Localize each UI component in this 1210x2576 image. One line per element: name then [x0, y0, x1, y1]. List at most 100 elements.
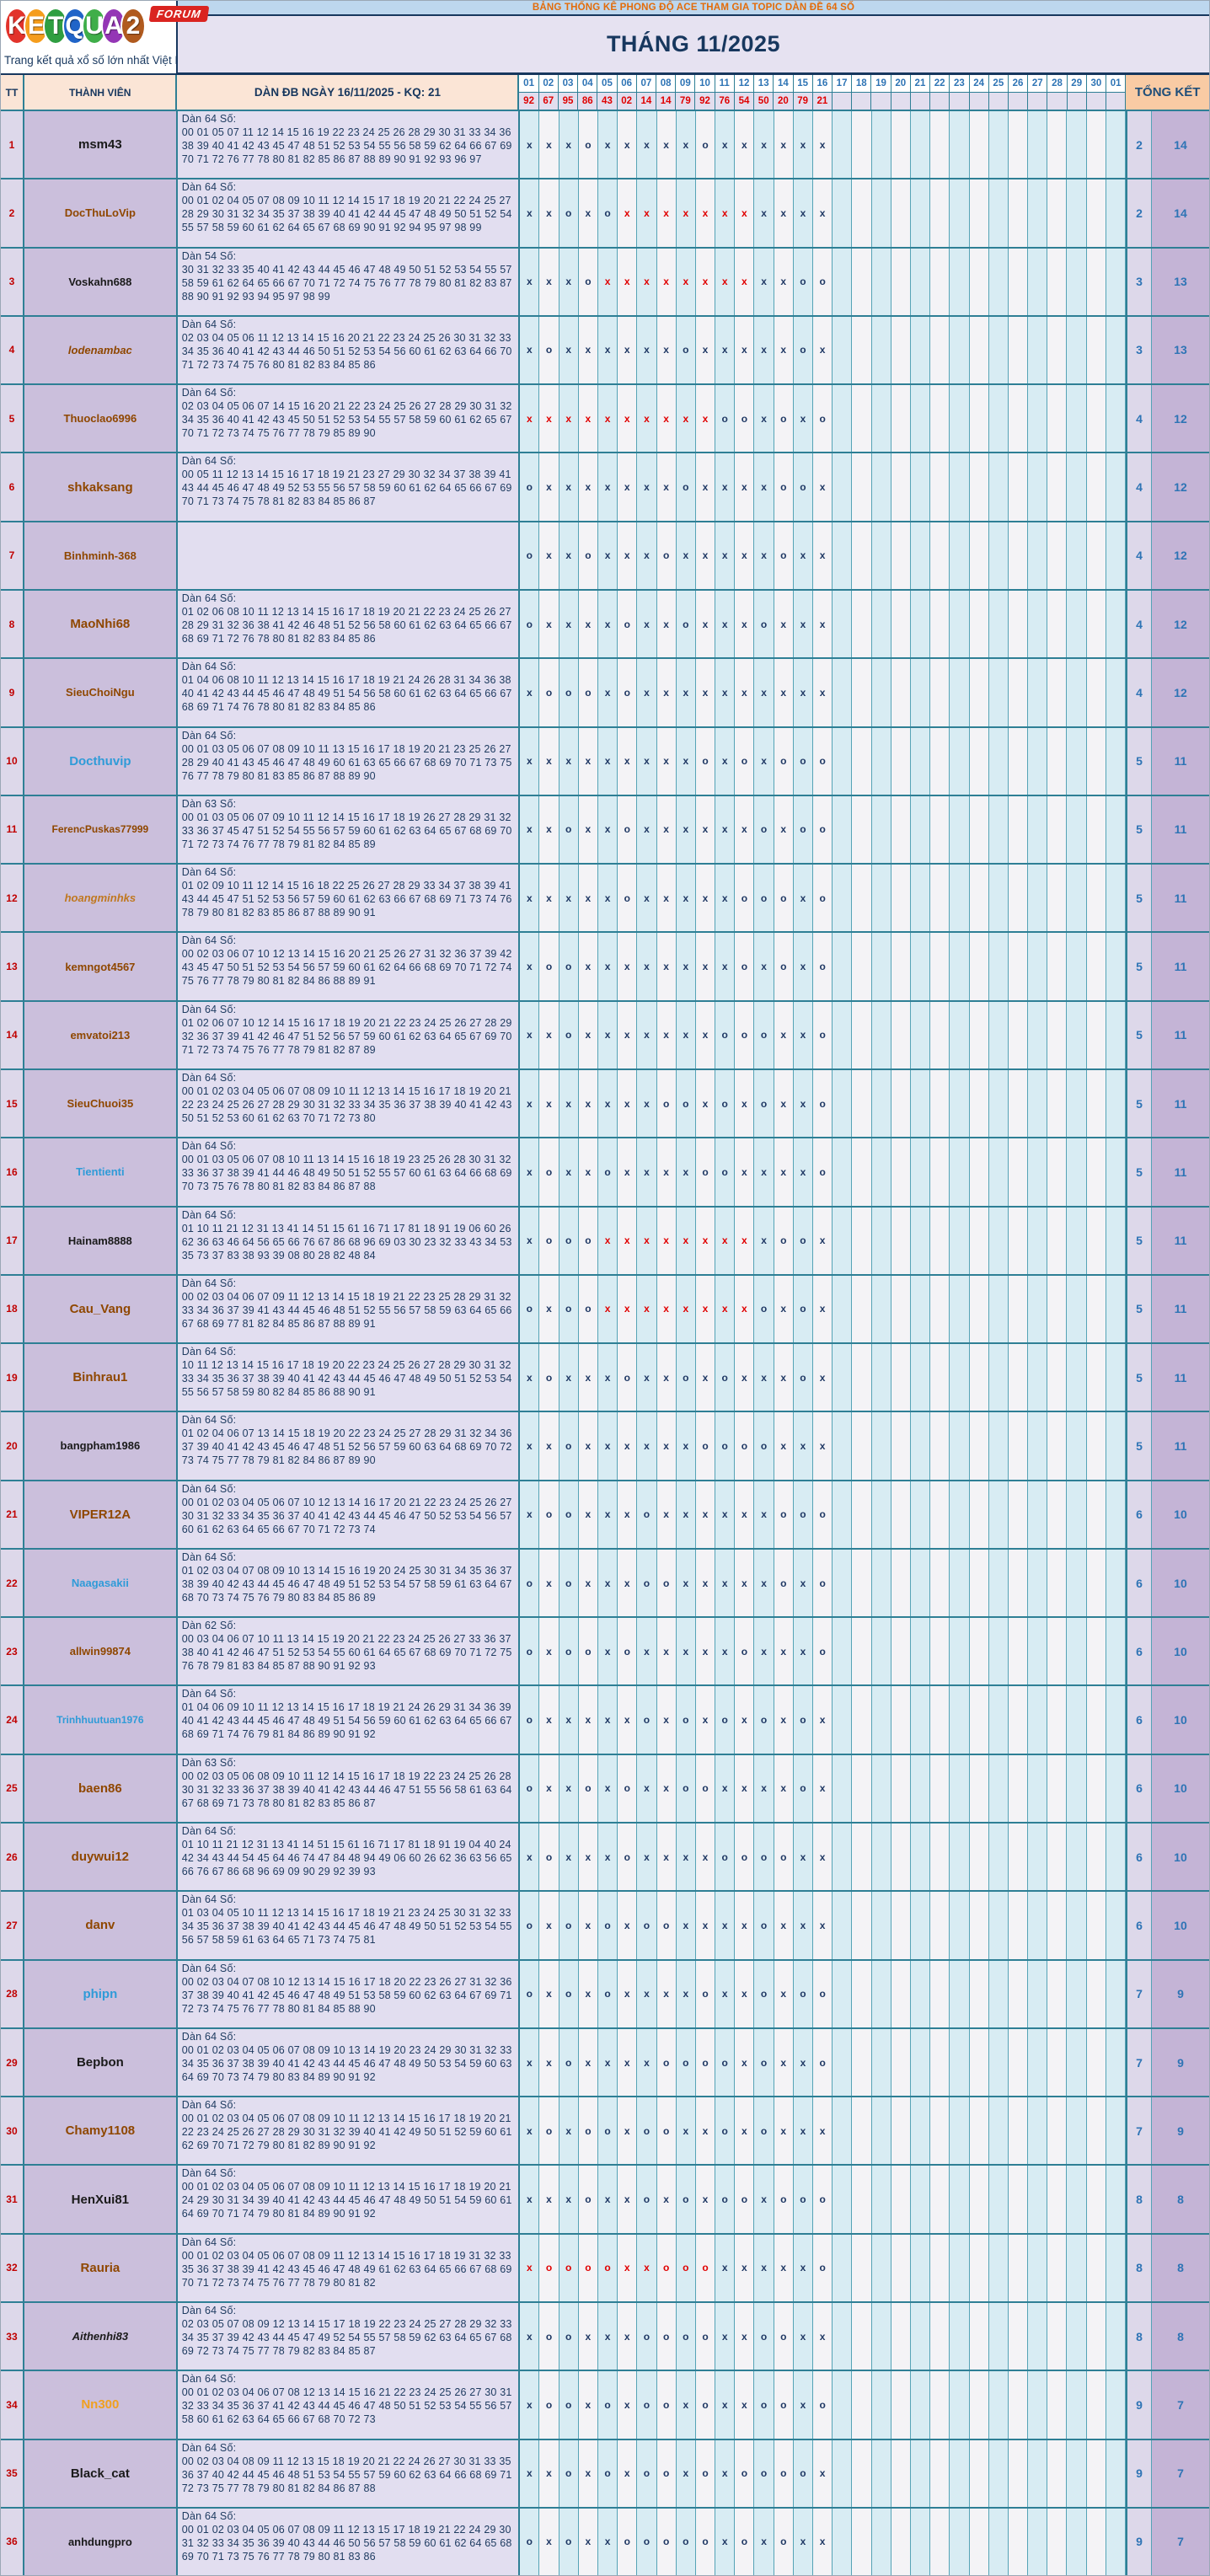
member-name[interactable]: msm43 [24, 111, 178, 179]
day-mark-cell [852, 1960, 872, 2027]
dan-label: Dàn 64 Số: [181, 866, 237, 879]
day-mark-cell [833, 1412, 853, 1480]
member-name[interactable]: Aithenhi83 [24, 2303, 178, 2370]
day-mark-cell: o [559, 2439, 579, 2507]
day-mark-cell [1106, 522, 1127, 589]
day-mark-cell: o [754, 1960, 774, 2027]
day-mark-cell: x [520, 316, 540, 384]
total-hit-count: 12 [1152, 453, 1209, 521]
result-mark: x [742, 481, 747, 494]
member-name[interactable]: danv [24, 1892, 178, 1959]
result-mark: o [741, 1645, 748, 1658]
member-name[interactable]: kemngot4567 [24, 933, 178, 1000]
day-mark-cell: x [656, 795, 677, 864]
day-mark-cell [910, 933, 931, 1000]
day-mark-cell [969, 1275, 989, 1343]
day-mark-cell: o [813, 2371, 833, 2439]
result-mark: o [721, 1097, 728, 1110]
result-mark: x [565, 2124, 572, 2137]
day-mark-cell [969, 1824, 989, 1891]
member-name[interactable]: duywui12 [24, 1824, 178, 1891]
row-index: 31 [1, 2166, 24, 2233]
member-name[interactable]: MaoNhi68 [24, 590, 178, 658]
day-result-value [871, 93, 891, 110]
day-mark-cell [930, 2234, 950, 2301]
day-mark-cell [852, 727, 872, 795]
result-mark: x [663, 1782, 669, 1795]
result-mark: o [565, 2467, 572, 2480]
day-mark-cell: x [520, 1069, 540, 1138]
member-name[interactable]: Rauria [24, 2234, 178, 2301]
day-mark-cell: x [715, 933, 736, 1000]
member-name[interactable]: Binhrau1 [24, 1344, 178, 1411]
day-mark-cell [930, 1344, 950, 1411]
day-mark-cell [891, 1138, 911, 1206]
dan-numbers: Dàn 64 Số: 00 01 02 03 04 05 06 07 08 09 … [177, 2234, 521, 2301]
result-mark: o [643, 2536, 651, 2548]
member-name[interactable]: Thuoclao6996 [24, 385, 178, 453]
member-name[interactable]: HenXui81 [24, 2166, 178, 2233]
member-name[interactable]: lodenambac [24, 316, 178, 384]
result-mark: x [585, 1508, 592, 1521]
member-name[interactable]: VIPER12A [24, 1481, 178, 1548]
member-name[interactable]: bangpham1986 [24, 1412, 178, 1480]
day-mark-cell: x [754, 1754, 774, 1823]
member-name[interactable]: allwin99874 [24, 1618, 178, 1685]
dan-label: Dàn 64 Số: [181, 1550, 237, 1563]
member-name[interactable]: hoangminhks [24, 865, 178, 932]
member-name[interactable]: anhdungpro [24, 2508, 178, 2575]
member-name[interactable]: emvatoi213 [24, 1001, 178, 1068]
member-name[interactable]: Tientienti [24, 1138, 178, 1206]
day-mark-cell: x [774, 111, 794, 179]
result-mark: x [800, 2124, 806, 2137]
member-name[interactable]: SieuChuoi35 [24, 1069, 178, 1138]
result-mark: x [585, 2398, 592, 2411]
result-mark: x [800, 1029, 806, 1042]
result-mark: x [721, 2262, 728, 2274]
member-name[interactable]: Voskahn688 [24, 248, 178, 315]
member-name[interactable]: baen86 [24, 1754, 178, 1823]
day-mark-cell [852, 1754, 872, 1823]
member-name[interactable]: Docthuvip [24, 727, 178, 795]
result-mark: o [643, 1508, 651, 1521]
day-mark-cell: o [520, 522, 540, 589]
result-mark: x [604, 1439, 611, 1452]
day-mark-cell [950, 659, 970, 726]
day-mark-cell: x [676, 727, 696, 795]
member-name[interactable]: phipn [24, 1960, 178, 2027]
day-result-row: 92 67 95 86 43 02 14 14 79 92 76 54 50 20 79 21 [519, 93, 1127, 110]
member-name[interactable]: Binhminh-368 [24, 522, 178, 589]
result-mark: o [683, 344, 689, 356]
day-mark-cell [930, 1207, 950, 1274]
day-mark-cell [891, 1207, 911, 1274]
result-mark: x [702, 1029, 709, 1042]
result-mark: x [526, 755, 533, 768]
member-name[interactable]: Bepbon [24, 2028, 178, 2097]
member-name[interactable]: FerencPuskas77999 [24, 795, 178, 864]
day-mark-cell [1008, 2234, 1029, 2301]
day-mark-cell: o [735, 1824, 755, 1891]
day-mark-cell [1086, 1344, 1106, 1411]
member-name[interactable]: Nn300 [24, 2371, 178, 2439]
day-mark-cell [852, 590, 872, 658]
member-name[interactable]: Naagasakii [24, 1549, 178, 1617]
member-name[interactable]: Black_cat [24, 2439, 178, 2507]
result-mark: x [585, 1439, 592, 1452]
day-mark-cell [930, 1069, 950, 1138]
member-name[interactable]: shkaksang [24, 453, 178, 521]
day-mark-cell: x [793, 385, 814, 453]
day-mark-cell [1106, 248, 1127, 315]
day-mark-cell: x [676, 1001, 696, 1068]
day-mark-cell [950, 795, 970, 864]
member-name[interactable]: Trinhhuutuan1976 [24, 1686, 178, 1754]
day-mark-cell: x [715, 659, 736, 726]
result-mark: x [800, 2398, 806, 2411]
member-name[interactable]: Hainam8888 [24, 1207, 178, 1274]
member-name[interactable]: Cau_Vang [24, 1275, 178, 1343]
day-mark-cell [833, 1960, 853, 2027]
member-name[interactable]: Chamy1108 [24, 2097, 178, 2165]
result-mark: x [761, 1782, 767, 1795]
member-name[interactable]: SieuChoiNgu [24, 659, 178, 726]
member-name[interactable]: DocThuLoVip [24, 179, 178, 247]
